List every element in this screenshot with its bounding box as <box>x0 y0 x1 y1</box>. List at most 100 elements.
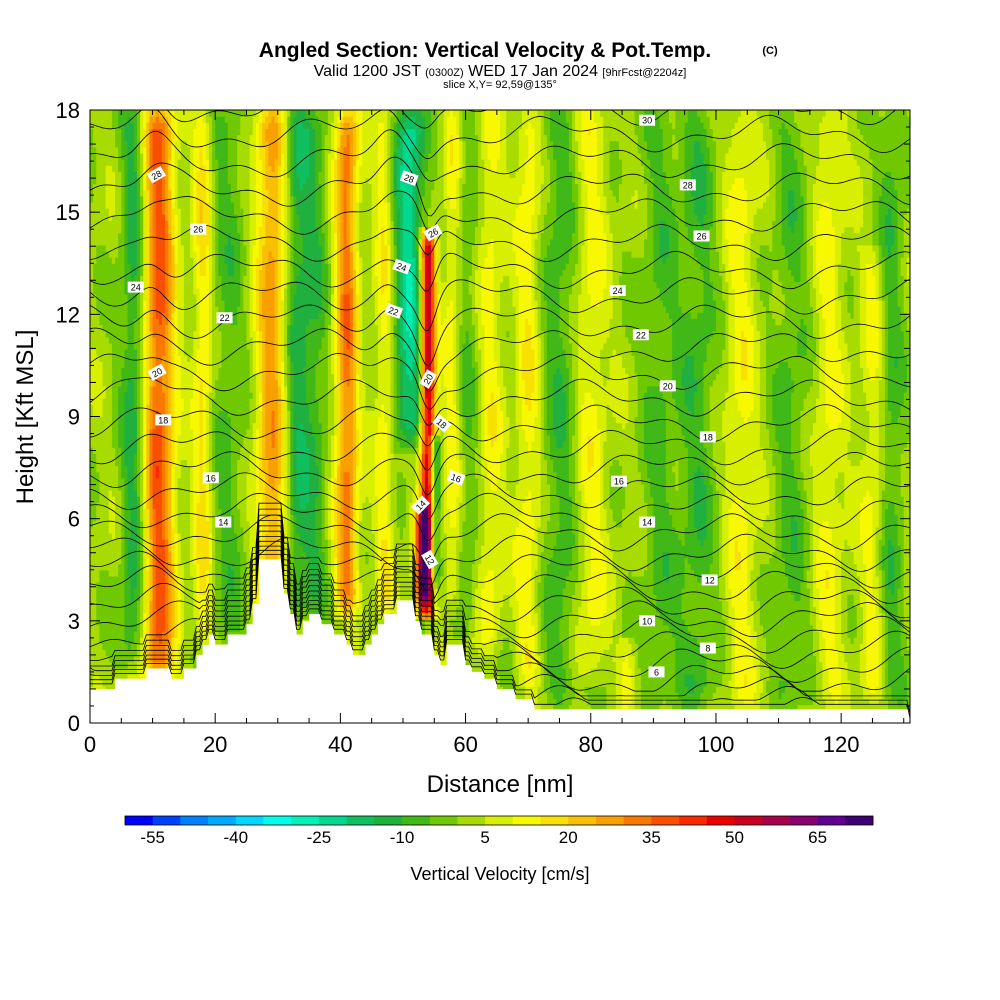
velocity-cell <box>687 447 708 454</box>
velocity-cell <box>396 502 407 510</box>
velocity-cell <box>540 643 548 651</box>
velocity-cell <box>208 582 213 589</box>
velocity-cell <box>459 575 473 583</box>
velocity-cell <box>177 606 182 614</box>
velocity-cell <box>174 502 179 510</box>
velocity-cell <box>747 618 755 626</box>
velocity-cell <box>528 490 532 497</box>
velocity-cell <box>559 618 570 626</box>
velocity-cell <box>146 526 151 534</box>
velocity-cell <box>208 410 213 418</box>
velocity-cell <box>653 508 670 516</box>
velocity-cell <box>731 649 736 657</box>
velocity-cell <box>315 618 335 626</box>
velocity-cell <box>127 643 132 651</box>
velocity-cell <box>352 477 357 485</box>
velocity-cell <box>910 466 914 473</box>
velocity-cell <box>653 539 683 546</box>
velocity-cell <box>449 508 457 516</box>
velocity-cell <box>418 447 423 454</box>
velocity-cell <box>199 624 207 632</box>
velocity-cell <box>393 600 398 608</box>
velocity-cell <box>622 508 648 516</box>
velocity-cell <box>759 441 770 448</box>
velocity-cell <box>337 453 341 461</box>
velocity-cell <box>155 600 166 608</box>
velocity-cell <box>96 459 116 467</box>
velocity-cell <box>831 532 861 540</box>
velocity-cell <box>581 453 589 461</box>
velocity-cell <box>731 655 736 663</box>
velocity-cell <box>221 539 238 546</box>
velocity-cell <box>284 428 288 436</box>
velocity-cell <box>118 441 126 448</box>
velocity-cell <box>262 502 266 510</box>
velocity-cell <box>180 539 191 546</box>
velocity-cell <box>512 649 517 657</box>
velocity-cell <box>237 496 248 503</box>
velocity-cell <box>769 557 786 565</box>
velocity-cell <box>546 526 561 534</box>
velocity-cell <box>359 428 363 436</box>
velocity-cell <box>143 520 147 528</box>
velocity-cell <box>681 704 698 712</box>
velocity-cell <box>518 637 536 644</box>
velocity-cell <box>161 428 166 436</box>
velocity-cell <box>340 532 345 540</box>
velocity-cell <box>418 465 423 473</box>
velocity-cell <box>578 447 582 454</box>
velocity-cell <box>334 508 338 516</box>
velocity-cell <box>421 441 426 448</box>
velocity-cell <box>428 477 432 485</box>
velocity-cell <box>161 447 166 454</box>
velocity-cell <box>684 569 695 577</box>
velocity-cell <box>578 520 586 528</box>
velocity-cell <box>581 477 601 485</box>
velocity-cell <box>352 490 357 497</box>
velocity-cell <box>152 545 157 552</box>
velocity-cell <box>362 441 376 448</box>
velocity-cell <box>356 490 360 497</box>
velocity-cell <box>578 477 582 485</box>
velocity-cell <box>127 539 138 546</box>
velocity-cell <box>459 465 464 473</box>
velocity-cell <box>816 606 820 614</box>
velocity-cell <box>434 502 439 510</box>
velocity-cell <box>728 551 736 559</box>
velocity-cell <box>418 416 423 424</box>
velocity-cell <box>377 520 388 528</box>
velocity-cell <box>756 637 767 644</box>
velocity-cell <box>825 410 842 418</box>
velocity-cell <box>221 508 232 516</box>
velocity-cell <box>559 502 573 510</box>
velocity-cell <box>99 496 110 503</box>
velocity-cell <box>230 502 238 510</box>
velocity-cell <box>90 582 97 589</box>
velocity-cell <box>694 490 708 497</box>
velocity-cell <box>756 532 777 540</box>
velocity-cell <box>568 465 576 473</box>
velocity-cell <box>841 502 845 510</box>
velocity-cell <box>390 477 398 485</box>
velocity-cell <box>180 416 191 424</box>
velocity-cell <box>334 477 338 485</box>
velocity-cell <box>575 496 582 503</box>
velocity-cell <box>374 606 382 614</box>
velocity-cell <box>359 551 367 559</box>
velocity-cell <box>171 612 176 620</box>
velocity-cell <box>540 410 545 418</box>
velocity-cell <box>327 410 335 418</box>
velocity-cell <box>318 551 326 559</box>
velocity-cell <box>396 575 413 583</box>
velocity-cell <box>393 447 417 454</box>
velocity-cell <box>190 502 194 510</box>
velocity-cell <box>406 422 417 430</box>
velocity-cell <box>434 526 442 534</box>
velocity-cell <box>121 514 126 522</box>
velocity-cell <box>296 459 310 467</box>
velocity-cell <box>230 465 238 473</box>
velocity-cell <box>540 606 545 614</box>
velocity-cell <box>143 490 147 497</box>
velocity-cell <box>393 539 410 546</box>
velocity-cell <box>287 502 291 510</box>
